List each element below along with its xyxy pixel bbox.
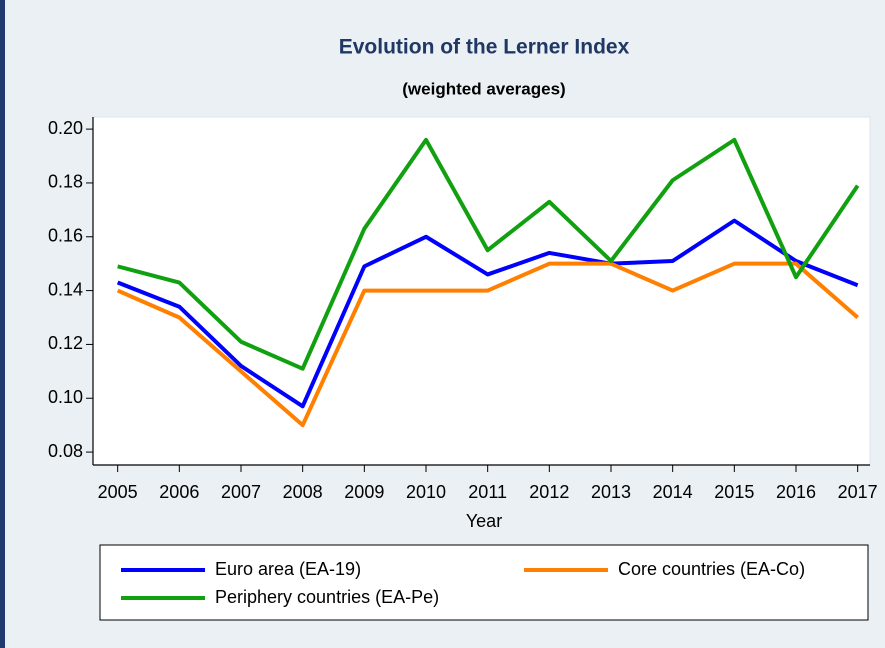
x-tick-label: 2006 (159, 482, 199, 502)
y-tick-label: 0.20 (48, 118, 83, 138)
x-tick-label: 2016 (776, 482, 816, 502)
y-tick-label: 0.12 (48, 333, 83, 353)
left-border (0, 0, 5, 648)
x-tick-label: 2012 (529, 482, 569, 502)
legend-label: Periphery countries (EA-Pe) (215, 587, 439, 607)
y-tick-label: 0.14 (48, 279, 83, 299)
x-tick-label: 2008 (283, 482, 323, 502)
x-tick-label: 2015 (714, 482, 754, 502)
y-tick-label: 0.18 (48, 172, 83, 192)
x-tick-label: 2011 (468, 482, 507, 502)
chart-title: Evolution of the Lerner Index (339, 36, 630, 59)
legend-label: Euro area (EA-19) (215, 559, 361, 579)
x-tick-label: 2014 (653, 482, 693, 502)
x-axis-title: Year (466, 511, 502, 531)
chart-subtitle: (weighted averages) (402, 79, 565, 98)
y-tick-label: 0.10 (48, 387, 83, 407)
y-tick-label: 0.08 (48, 441, 83, 461)
legend-label: Core countries (EA-Co) (618, 559, 805, 579)
x-tick-label: 2017 (838, 482, 878, 502)
series-line (116, 218, 859, 409)
x-tick-label: 2013 (591, 482, 631, 502)
y-tick-label: 0.16 (48, 226, 83, 246)
series-line (117, 137, 860, 371)
legend (99, 544, 869, 621)
series-line (116, 261, 859, 428)
x-tick-label: 2010 (406, 482, 446, 502)
x-tick-label: 2005 (98, 482, 138, 502)
x-tick-label: 2007 (221, 482, 261, 502)
x-tick-label: 2009 (344, 482, 384, 502)
